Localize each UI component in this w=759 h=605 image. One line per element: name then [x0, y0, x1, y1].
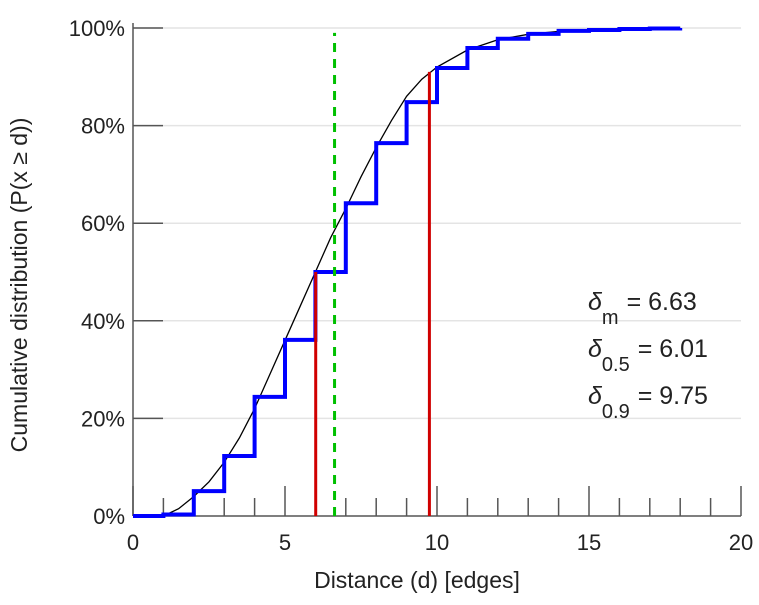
annotation-1: δ0.5 = 6.01	[588, 335, 708, 376]
y-axis-label: Cumulative distribution (P(x ≥ d))	[6, 118, 32, 453]
x-tick-label: 0	[127, 530, 139, 555]
chart-marks	[133, 26, 683, 518]
delta-symbol: δ	[588, 335, 603, 363]
tick-labels: 0% 20% 40% 60% 80% 100% 0 5 10 15 20	[69, 16, 754, 555]
delta-subscript: 0.9	[602, 401, 630, 423]
delta-value: = 6.01	[638, 335, 708, 363]
x-tick-label: 5	[279, 530, 291, 555]
delta-subscript: 0.5	[602, 354, 630, 376]
x-tick-label: 10	[425, 530, 449, 555]
delta-subscript: m	[602, 307, 619, 329]
x-tick-label: 20	[729, 530, 753, 555]
delta-value: = 9.75	[638, 382, 708, 410]
y-tick-label: 0%	[93, 504, 125, 529]
y-tick-label: 100%	[69, 16, 125, 41]
grid-lines	[133, 27, 741, 420]
x-axis-label: Distance (d) [edges]	[314, 567, 520, 593]
empirical-step-line	[133, 26, 683, 518]
annotation-2: δ0.9 = 9.75	[588, 382, 708, 423]
delta-symbol: δ	[588, 288, 603, 316]
delta-symbol: δ	[588, 382, 603, 410]
delta-value: = 6.63	[627, 288, 697, 316]
y-tick-label: 40%	[81, 309, 125, 334]
y-tick-label: 20%	[81, 406, 125, 431]
y-tick-label: 80%	[81, 114, 125, 139]
annotation-0: δm = 6.63	[588, 288, 697, 329]
x-tick-label: 15	[577, 530, 601, 555]
y-tick-label: 60%	[81, 211, 125, 236]
